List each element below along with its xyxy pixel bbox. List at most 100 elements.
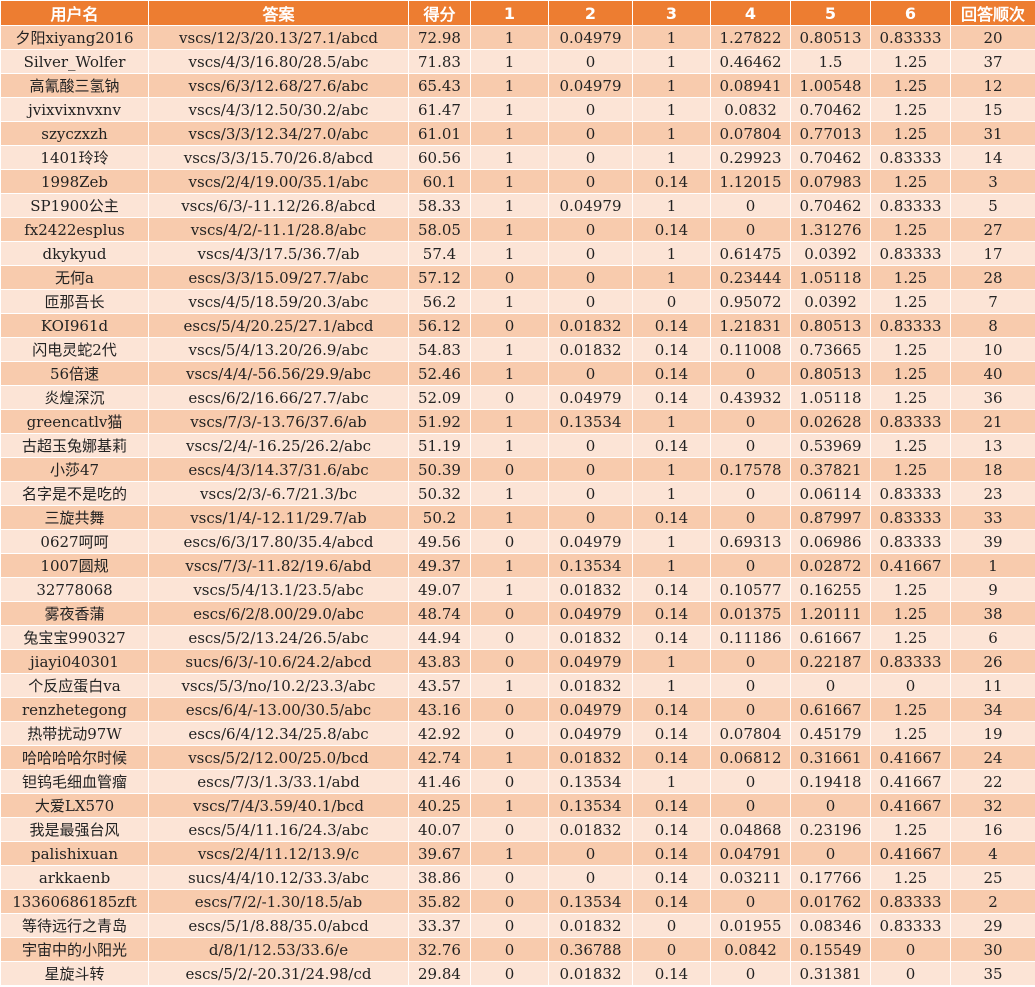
cell-q3: 1 bbox=[632, 145, 711, 170]
cell-q5: 0.06114 bbox=[790, 481, 871, 506]
table-row: 大爱LX570 vscs/7/4/3.59/40.1/bcd 40.25 1 0.135… bbox=[0, 793, 1035, 818]
cell-q4: 0.10577 bbox=[710, 577, 791, 602]
cell-q2: 0.04979 bbox=[548, 73, 633, 98]
table-body: 夕阳xiyang2016 vscs/12/3/20.13/27.1/abcd 72.… bbox=[0, 25, 1035, 986]
cell-score: 42.92 bbox=[408, 721, 471, 746]
cell-q6: 0.83333 bbox=[870, 529, 951, 554]
cell-q1: 1 bbox=[470, 841, 549, 866]
cell-answer: vscs/2/4/11.12/13.9/c bbox=[148, 841, 409, 866]
table-row: 个反应蛋白va vscs/5/3/no/10.2/23.3/abc 43.57 1 0.… bbox=[0, 673, 1035, 698]
cell-q2: 0 bbox=[548, 265, 633, 290]
cell-q2: 0.01832 bbox=[548, 313, 633, 338]
cell-answer-order: 1 bbox=[950, 553, 1035, 578]
cell-q4: 0 bbox=[710, 697, 791, 722]
cell-q6: 0.83333 bbox=[870, 25, 951, 50]
cell-answer-order: 36 bbox=[950, 385, 1035, 410]
cell-q2: 0.04979 bbox=[548, 601, 633, 626]
cell-username: jiayi040301 bbox=[0, 649, 149, 674]
cell-q6: 1.25 bbox=[870, 289, 951, 314]
cell-answer-order: 21 bbox=[950, 409, 1035, 434]
cell-q3: 0.14 bbox=[632, 793, 711, 818]
cell-answer-order: 25 bbox=[950, 865, 1035, 890]
table-row: 雾夜香蒲 escs/6/2/8.00/29.0/abc 48.74 0 0.04979 0… bbox=[0, 601, 1035, 626]
cell-username: KOI961d bbox=[0, 313, 149, 338]
cell-score: 56.2 bbox=[408, 289, 471, 314]
cell-q3: 0.14 bbox=[632, 385, 711, 410]
cell-q3: 1 bbox=[632, 241, 711, 266]
cell-q5: 0.77013 bbox=[790, 121, 871, 146]
cell-q1: 0 bbox=[470, 769, 549, 794]
cell-q6: 1.25 bbox=[870, 337, 951, 362]
cell-score: 48.74 bbox=[408, 601, 471, 626]
cell-username: 0627呵呵 bbox=[0, 529, 149, 554]
table-row: arkkaenb sucs/4/4/10.12/33.3/abc 38.86 0 0 0.… bbox=[0, 865, 1035, 890]
cell-q2: 0 bbox=[548, 841, 633, 866]
table-row: renzhetegong escs/6/4/-13.00/30.5/abc 43.1… bbox=[0, 697, 1035, 722]
cell-q6: 1.25 bbox=[870, 97, 951, 122]
cell-q2: 0.04979 bbox=[548, 721, 633, 746]
cell-q3: 0.14 bbox=[632, 841, 711, 866]
cell-q4: 0 bbox=[710, 649, 791, 674]
cell-answer-order: 29 bbox=[950, 913, 1035, 938]
cell-username: 1007圆规 bbox=[0, 553, 149, 578]
cell-q5: 0.19418 bbox=[790, 769, 871, 794]
cell-answer-order: 19 bbox=[950, 721, 1035, 746]
cell-answer-order: 6 bbox=[950, 625, 1035, 650]
cell-answer: vscs/4/3/17.5/36.7/ab bbox=[148, 241, 409, 266]
cell-username: 匝那吾长 bbox=[0, 289, 149, 314]
cell-q3: 1 bbox=[632, 265, 711, 290]
cell-q6: 1.25 bbox=[870, 385, 951, 410]
cell-q4: 0 bbox=[710, 769, 791, 794]
cell-q1: 0 bbox=[470, 385, 549, 410]
cell-q1: 0 bbox=[470, 313, 549, 338]
cell-score: 52.09 bbox=[408, 385, 471, 410]
cell-answer-order: 7 bbox=[950, 289, 1035, 314]
table-row: 宇宙中的小阳光 d/8/1/12.53/33.6/e 32.76 0 0.36788 0 0… bbox=[0, 937, 1035, 962]
cell-q5: 1.20111 bbox=[790, 601, 871, 626]
table-row: 13360686185zft escs/7/2/-1.30/18.5/ab 35.8… bbox=[0, 889, 1035, 914]
cell-q2: 0 bbox=[548, 49, 633, 74]
cell-q5: 0 bbox=[790, 841, 871, 866]
table-row: 炎煌深沉 escs/6/2/16.66/27.7/abc 52.09 0 0.04979… bbox=[0, 385, 1035, 410]
cell-username: jvixvixnvxnv bbox=[0, 97, 149, 122]
cell-q6: 1.25 bbox=[870, 697, 951, 722]
cell-q5: 1.05118 bbox=[790, 265, 871, 290]
cell-answer: vscs/2/4/-16.25/26.2/abc bbox=[148, 433, 409, 458]
cell-q1: 1 bbox=[470, 193, 549, 218]
cell-q2: 0 bbox=[548, 241, 633, 266]
cell-q5: 0.23196 bbox=[790, 817, 871, 842]
cell-q3: 0.14 bbox=[632, 505, 711, 530]
cell-score: 51.19 bbox=[408, 433, 471, 458]
cell-q6: 1.25 bbox=[870, 865, 951, 890]
cell-q6: 1.25 bbox=[870, 121, 951, 146]
table-row: fx2422esplus vscs/4/2/-11.1/28.8/abc 58.05… bbox=[0, 217, 1035, 242]
cell-q3: 0.14 bbox=[632, 625, 711, 650]
cell-answer: vscs/6/3/-11.12/26.8/abcd bbox=[148, 193, 409, 218]
cell-username: 古超玉兔娜基莉 bbox=[0, 433, 149, 458]
cell-q1: 0 bbox=[470, 265, 549, 290]
cell-q4: 0 bbox=[710, 793, 791, 818]
cell-username: 小莎47 bbox=[0, 457, 149, 482]
cell-q6: 0.83333 bbox=[870, 145, 951, 170]
cell-q2: 0.04979 bbox=[548, 649, 633, 674]
cell-q1: 0 bbox=[470, 913, 549, 938]
cell-score: 50.32 bbox=[408, 481, 471, 506]
cell-q5: 0.0392 bbox=[790, 289, 871, 314]
cell-q5: 0.70462 bbox=[790, 97, 871, 122]
cell-answer: vscs/5/3/no/10.2/23.3/abc bbox=[148, 673, 409, 698]
cell-score: 49.56 bbox=[408, 529, 471, 554]
cell-answer-order: 8 bbox=[950, 313, 1035, 338]
cell-q4: 0.11186 bbox=[710, 625, 791, 650]
cell-q5: 0.53969 bbox=[790, 433, 871, 458]
cell-q2: 0 bbox=[548, 361, 633, 386]
cell-score: 42.74 bbox=[408, 745, 471, 770]
cell-answer: vscs/4/3/12.50/30.2/abc bbox=[148, 97, 409, 122]
cell-answer-order: 27 bbox=[950, 217, 1035, 242]
cell-q5: 0.73665 bbox=[790, 337, 871, 362]
cell-q3: 1 bbox=[632, 25, 711, 50]
table-row: 小莎47 escs/4/3/14.37/31.6/abc 50.39 0 0 1 0.175… bbox=[0, 457, 1035, 482]
cell-q3: 1 bbox=[632, 553, 711, 578]
table-row: palishixuan vscs/2/4/11.12/13.9/c 39.67 1 0 0… bbox=[0, 841, 1035, 866]
cell-username: 星旋斗转 bbox=[0, 961, 149, 986]
cell-username: 大爱LX570 bbox=[0, 793, 149, 818]
